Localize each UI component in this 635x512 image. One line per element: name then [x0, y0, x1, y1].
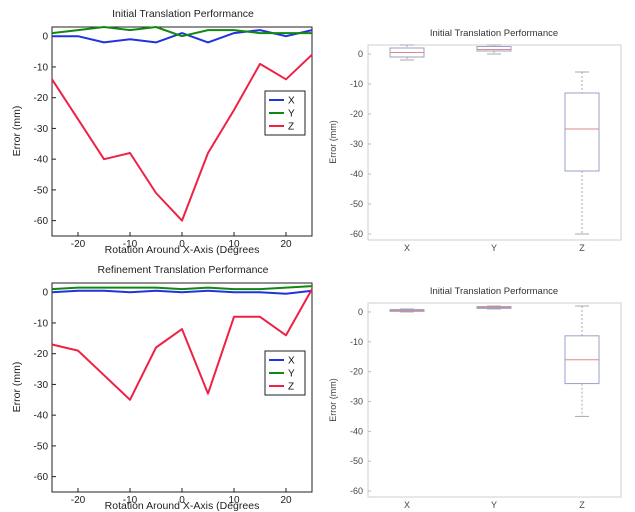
box-z [564, 305, 600, 417]
x-tick-label: -10 [123, 239, 138, 250]
series-line-z [51, 53, 313, 222]
box-body [476, 46, 512, 52]
box-z [564, 71, 600, 235]
x-tick-label: -10 [123, 495, 138, 506]
y-tick-label: -30 [350, 139, 363, 149]
y-tick-label: -60 [350, 486, 363, 496]
series-line-y [51, 26, 312, 38]
y-tick-label: -20 [350, 367, 363, 377]
category-label-z: Z [579, 500, 585, 510]
plot-area [367, 44, 622, 241]
y-tick-label: -50 [34, 441, 49, 452]
legend: XYZ [264, 350, 306, 396]
bottom-left-line-chart: Refinement Translation Performance Error… [11, 264, 313, 512]
category-label-x: X [404, 243, 410, 253]
y-tick-label: -30 [350, 396, 363, 406]
bottom-right-box-plot: Initial Translation Performance Error (m… [328, 286, 622, 510]
chart-title: Initial Translation Performance [430, 28, 558, 39]
series-lines [51, 285, 313, 401]
y-tick-label: -50 [34, 185, 49, 196]
category-labels: X Y Z [404, 500, 585, 510]
y-tick-label: 0 [358, 307, 363, 317]
box-y [476, 44, 512, 55]
legend-label-z: Z [288, 382, 294, 393]
top-right-box-plot: Initial Translation Performance Error (m… [328, 28, 622, 253]
series-lines [51, 26, 313, 222]
y-axis-label: Error (mm) [328, 120, 338, 164]
x-tick-label: 0 [179, 495, 185, 506]
box-y [476, 305, 512, 310]
x-axis-label: Rotation Around X-Axis (Degrees [105, 500, 260, 512]
y-tick-label: 0 [42, 32, 48, 43]
top-left-line-chart: Initial Translation Performance Error (m… [11, 8, 313, 256]
category-label-y: Y [491, 243, 497, 253]
y-tick-label: -50 [350, 199, 363, 209]
series-line-y [51, 285, 313, 291]
y-tick-label: 0 [42, 288, 48, 299]
y-tick-label: -40 [34, 411, 49, 422]
y-tick-label: 0 [358, 49, 363, 59]
y-ticks: 0 -10 -20 -30 -40 -50 -60 [350, 307, 371, 496]
x-axis-label: Rotation Around X-Axis (Degrees [105, 244, 260, 256]
y-tick-label: -40 [350, 426, 363, 436]
y-tick-label: -10 [350, 79, 363, 89]
legend-label-y: Y [288, 109, 295, 120]
x-tick-label: 10 [228, 495, 240, 506]
category-label-y: Y [491, 500, 497, 510]
x-tick-label: 20 [280, 239, 292, 250]
category-label-x: X [404, 500, 410, 510]
y-axis-label: Error (mm) [11, 106, 23, 157]
box-body [564, 92, 600, 172]
y-axis-label: Error (mm) [11, 362, 23, 413]
legend: XYZ [264, 90, 306, 136]
x-tick-label: 10 [228, 239, 240, 250]
y-ticks: 0 -10 -20 -30 -40 -50 -60 [34, 288, 56, 483]
series-line-z [51, 288, 313, 401]
category-labels: X Y Z [404, 243, 585, 253]
plot-area [367, 302, 622, 498]
legend-label-z: Z [288, 122, 294, 133]
y-tick-label: -10 [350, 337, 363, 347]
x-tick-label: -20 [71, 239, 86, 250]
chart-title: Refinement Translation Performance [98, 264, 269, 276]
legend-label-x: X [288, 356, 295, 367]
x-ticks: -20 -10 0 10 20 [71, 232, 292, 250]
y-tick-label: -10 [34, 62, 49, 73]
x-tick-label: 20 [280, 495, 292, 506]
boxes [389, 305, 600, 417]
box-x [389, 44, 425, 61]
y-tick-label: -50 [350, 456, 363, 466]
series-line-x [51, 289, 313, 295]
y-tick-label: -20 [34, 349, 49, 360]
y-tick-label: -40 [34, 155, 49, 166]
y-axis-label: Error (mm) [328, 378, 338, 422]
x-ticks: -20 -10 0 10 20 [71, 488, 292, 506]
x-tick-label: -20 [71, 495, 86, 506]
y-tick-label: -20 [350, 109, 363, 119]
y-tick-label: -60 [34, 472, 49, 483]
y-tick-label: -10 [34, 318, 49, 329]
y-tick-label: -40 [350, 169, 363, 179]
y-tick-label: -30 [34, 380, 49, 391]
chart-title: Initial Translation Performance [112, 8, 254, 20]
category-label-z: Z [579, 243, 585, 253]
boxes [389, 44, 600, 235]
chart-title: Initial Translation Performance [430, 286, 558, 297]
y-tick-label: -60 [350, 229, 363, 239]
y-tick-label: -20 [34, 93, 49, 104]
legend-label-x: X [288, 96, 295, 107]
y-tick-label: -60 [34, 216, 49, 227]
y-ticks: 0 -10 -20 -30 -40 -50 -60 [350, 49, 371, 239]
y-tick-label: -30 [34, 124, 49, 135]
y-ticks: 0 -10 -20 -30 -40 -50 -60 [34, 32, 56, 227]
x-tick-label: 0 [179, 239, 185, 250]
legend-label-y: Y [288, 369, 295, 380]
box-x [389, 308, 425, 313]
